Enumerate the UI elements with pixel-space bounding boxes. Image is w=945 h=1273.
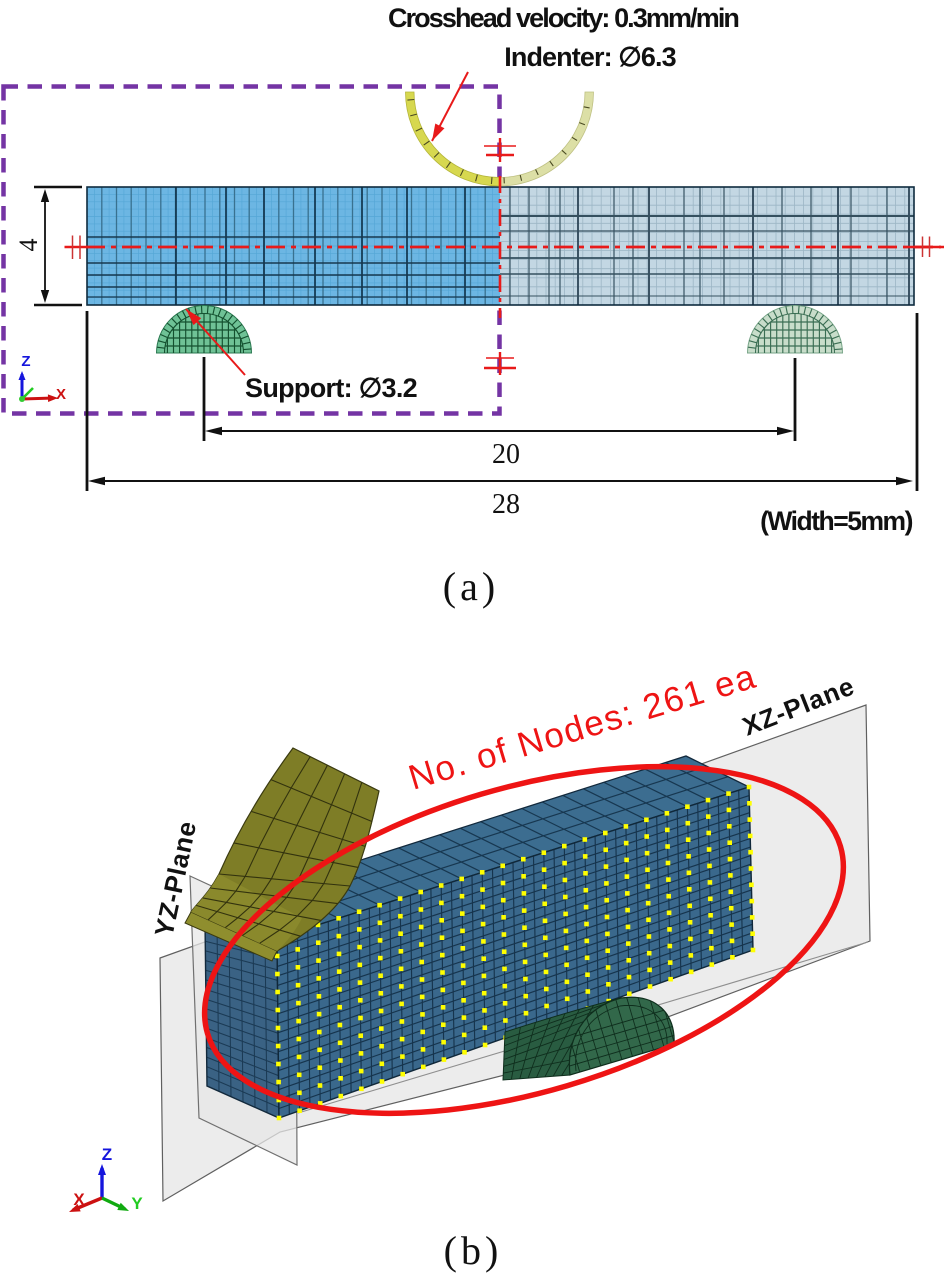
- svg-text:X: X: [56, 386, 66, 403]
- svg-text:4: 4: [14, 239, 43, 252]
- svg-text:Z: Z: [21, 353, 30, 370]
- svg-text:Crosshead velocity: 0.3mm/min: Crosshead velocity: 0.3mm/min: [388, 3, 738, 33]
- svg-text:Z: Z: [102, 1145, 112, 1164]
- svg-text:28: 28: [492, 489, 520, 520]
- svg-text:20: 20: [492, 439, 520, 470]
- svg-text:(Width=5mm): (Width=5mm): [760, 506, 913, 536]
- svg-text:(b): (b): [444, 1228, 503, 1273]
- svg-text:Support: ∅3.2: Support: ∅3.2: [245, 373, 417, 403]
- svg-text:Y: Y: [131, 1194, 143, 1213]
- svg-text:Indenter: ∅6.3: Indenter: ∅6.3: [504, 42, 676, 72]
- svg-text:(a): (a): [443, 564, 499, 609]
- svg-text:X: X: [73, 1190, 85, 1209]
